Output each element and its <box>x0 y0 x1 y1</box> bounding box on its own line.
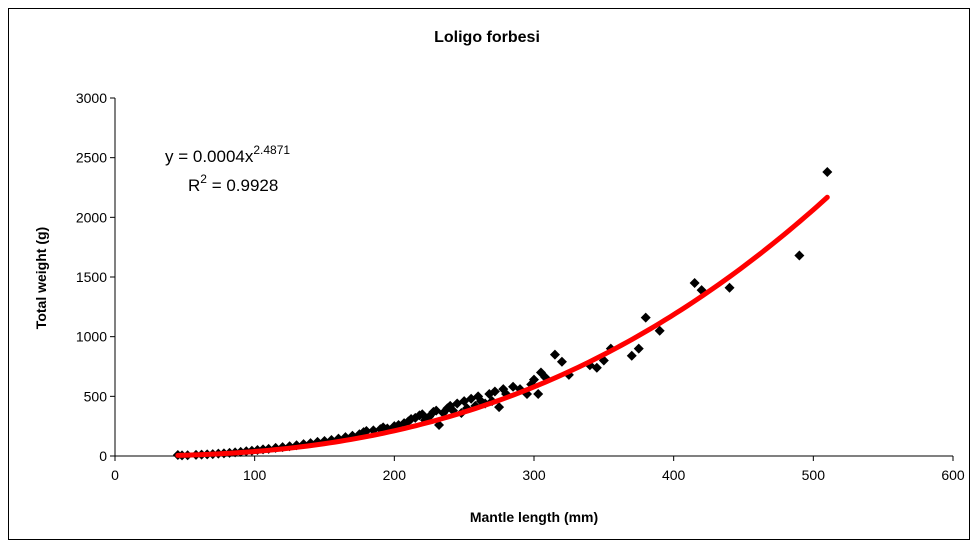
data-point <box>794 250 805 261</box>
y-axis-ticks: 0 500 1000 1500 2000 2500 3000 <box>76 90 115 464</box>
trendline-equation: y = 0.0004x2.4871 <box>165 143 290 166</box>
equation-exponent: 2.4871 <box>253 143 290 157</box>
y-tick-label: 2500 <box>76 150 107 166</box>
y-tick-label: 2000 <box>76 209 107 225</box>
x-tick-label: 500 <box>802 467 826 483</box>
x-tick-label: 300 <box>522 467 546 483</box>
data-point <box>489 386 500 397</box>
x-tick-label: 100 <box>243 467 267 483</box>
x-tick-label: 0 <box>111 467 119 483</box>
data-point <box>724 282 735 293</box>
x-tick-label: 600 <box>941 467 965 483</box>
chart-frame <box>8 8 970 540</box>
data-point <box>822 166 833 177</box>
x-tick-label: 200 <box>383 467 407 483</box>
data-point <box>633 343 644 354</box>
data-point <box>533 388 544 399</box>
data-point <box>591 362 602 373</box>
data-point <box>529 374 539 385</box>
data-point <box>556 356 567 367</box>
x-axis-title: Mantle length (mm) <box>470 509 598 525</box>
r2-value: = 0.9928 <box>207 176 278 195</box>
y-tick-label: 1000 <box>76 329 107 345</box>
data-point <box>361 425 372 436</box>
y-tick-label: 3000 <box>76 90 107 106</box>
r2-base: R <box>188 176 200 195</box>
y-tick-label: 1500 <box>76 269 107 285</box>
data-point <box>689 277 700 288</box>
data-point <box>626 350 637 361</box>
data-point <box>494 402 505 413</box>
y-tick-label: 500 <box>84 388 108 404</box>
y-axis-title: Total weight (g) <box>33 227 49 329</box>
trendline <box>175 194 830 458</box>
r2-exponent: 2 <box>200 172 207 186</box>
x-tick-label: 400 <box>662 467 686 483</box>
data-point <box>640 312 651 323</box>
data-point <box>549 349 560 360</box>
chart-title: Loligo forbesi <box>434 29 540 46</box>
equation-base: y = 0.0004x <box>165 147 254 166</box>
x-axis-ticks: 0 100 200 300 400 500 600 <box>111 456 965 483</box>
data-points <box>172 166 833 461</box>
y-tick-label: 0 <box>99 448 107 464</box>
data-point <box>654 325 665 336</box>
r-squared: R2 = 0.9928 <box>188 172 278 195</box>
